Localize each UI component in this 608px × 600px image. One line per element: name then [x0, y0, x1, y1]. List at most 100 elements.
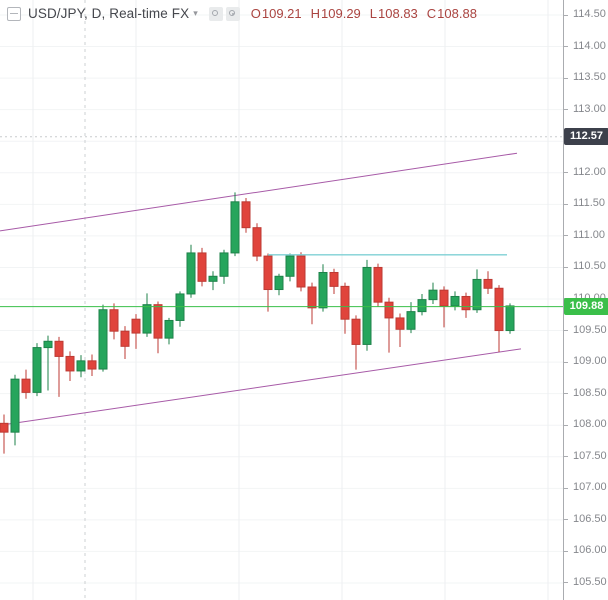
- candle[interactable]: [109, 309, 119, 332]
- price-tick-label: 109.00: [573, 355, 607, 368]
- price-tick-mark: [564, 77, 568, 79]
- gear-icon: [228, 9, 235, 16]
- price-badge-dashed-level: 112.57: [564, 128, 608, 146]
- chart-legend: USD/JPY, D, Real-time FX ▾ O109.21 H109.…: [7, 6, 486, 21]
- candle[interactable]: [87, 360, 97, 370]
- price-tick-label: 106.50: [573, 512, 607, 525]
- candle[interactable]: [197, 252, 207, 282]
- candle[interactable]: [439, 289, 449, 307]
- candle[interactable]: [373, 266, 383, 303]
- candle[interactable]: [142, 304, 152, 334]
- candle[interactable]: [263, 255, 273, 291]
- candle[interactable]: [406, 311, 416, 330]
- candle[interactable]: [384, 301, 394, 319]
- price-tick-mark: [564, 266, 568, 268]
- price-badge-last-price: 109.88: [564, 298, 608, 316]
- candle[interactable]: [395, 317, 405, 330]
- candle[interactable]: [505, 305, 515, 332]
- candle[interactable]: [362, 266, 372, 345]
- price-tick-label: 113.50: [573, 71, 606, 84]
- series-settings-button[interactable]: [225, 6, 240, 21]
- candle[interactable]: [186, 252, 196, 295]
- price-tick-label: 114.00: [573, 39, 606, 52]
- price-tick-mark: [564, 46, 568, 48]
- price-axis[interactable]: 114.50114.00113.50113.00112.50112.00111.…: [563, 0, 608, 600]
- price-tick-mark: [564, 550, 568, 552]
- candle[interactable]: [307, 286, 317, 309]
- candle[interactable]: [461, 295, 471, 311]
- price-tick-mark: [564, 203, 568, 205]
- candle[interactable]: [351, 318, 361, 345]
- candle[interactable]: [175, 293, 185, 321]
- candle[interactable]: [417, 299, 427, 313]
- candle[interactable]: [54, 340, 64, 357]
- candle[interactable]: [76, 360, 86, 372]
- candle[interactable]: [252, 227, 262, 257]
- price-tick-label: 113.00: [573, 102, 606, 115]
- price-tick-mark: [564, 109, 568, 111]
- candle[interactable]: [120, 330, 130, 347]
- candle[interactable]: [329, 271, 339, 287]
- price-tick-label: 107.50: [573, 449, 607, 462]
- gear-icon-dot: [231, 12, 234, 15]
- toggle-visibility-button[interactable]: [208, 6, 223, 21]
- candle[interactable]: [131, 318, 141, 334]
- candle[interactable]: [472, 278, 482, 311]
- price-tick-mark: [564, 393, 568, 395]
- price-tick-mark: [564, 487, 568, 489]
- price-tick-mark: [564, 424, 568, 426]
- ohlc-low: L108.83: [369, 6, 418, 21]
- price-tick-label: 112.00: [573, 165, 606, 178]
- price-tick-label: 111.50: [573, 197, 606, 210]
- candle[interactable]: [65, 355, 75, 372]
- candle[interactable]: [285, 255, 295, 277]
- ohlc-close: C108.88: [426, 6, 477, 21]
- price-tick-mark: [564, 330, 568, 332]
- candle[interactable]: [10, 378, 20, 433]
- ohlc-high: H109.29: [310, 6, 361, 21]
- price-tick-mark: [564, 235, 568, 237]
- candlestick-chart[interactable]: [0, 0, 563, 600]
- price-tick-label: 110.50: [573, 260, 606, 273]
- candle[interactable]: [296, 255, 306, 288]
- price-tick-label: 111.00: [573, 228, 606, 241]
- candle[interactable]: [43, 340, 53, 349]
- price-tick-label: 106.00: [573, 544, 607, 557]
- price-tick-label: 107.00: [573, 481, 607, 494]
- candle[interactable]: [241, 201, 251, 229]
- candle[interactable]: [219, 252, 229, 277]
- candle[interactable]: [450, 295, 460, 307]
- candle[interactable]: [494, 287, 504, 332]
- ohlc-open: O109.21: [250, 6, 302, 21]
- candle[interactable]: [32, 347, 42, 393]
- price-tick-label: 109.50: [573, 323, 607, 336]
- candle[interactable]: [230, 201, 240, 254]
- candle[interactable]: [0, 422, 9, 433]
- price-tick-mark: [564, 361, 568, 363]
- candle[interactable]: [208, 275, 218, 282]
- price-tick-mark: [564, 456, 568, 458]
- price-tick-label: 108.50: [573, 386, 607, 399]
- chevron-down-icon[interactable]: ▾: [193, 8, 198, 18]
- price-tick-mark: [564, 14, 568, 16]
- price-tick-mark: [564, 519, 568, 521]
- price-tick-mark: [564, 172, 568, 174]
- price-tick-label: 105.50: [573, 575, 607, 588]
- candle[interactable]: [340, 285, 350, 320]
- symbol-title[interactable]: USD/JPY, D, Real-time FX: [28, 6, 190, 21]
- trend-channel-line[interactable]: [0, 152, 518, 232]
- candle[interactable]: [98, 309, 108, 370]
- candle[interactable]: [21, 378, 31, 393]
- candle[interactable]: [483, 278, 493, 289]
- price-tick-label: 114.50: [573, 8, 606, 20]
- trend-channel-line[interactable]: [0, 348, 522, 426]
- ohlc-legend: O109.21 H109.29 L108.83 C108.88: [251, 6, 486, 21]
- candle[interactable]: [428, 289, 438, 301]
- legend-collapse-icon[interactable]: [7, 6, 21, 21]
- candle[interactable]: [153, 304, 163, 339]
- candle[interactable]: [274, 275, 284, 291]
- candle[interactable]: [318, 271, 328, 309]
- price-tick-label: 108.00: [573, 418, 607, 431]
- candle[interactable]: [164, 319, 174, 339]
